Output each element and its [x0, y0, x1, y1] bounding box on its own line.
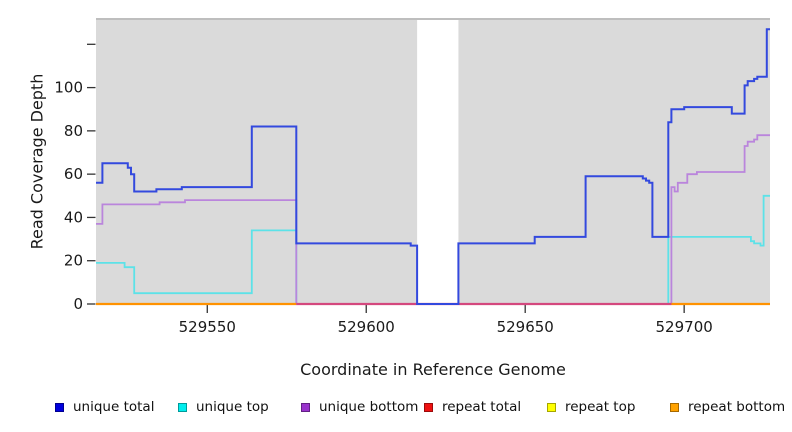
legend-item-unique-top: unique top — [178, 398, 269, 416]
y-tick-label: 100 — [54, 79, 83, 97]
y-tick-label: 60 — [64, 165, 83, 183]
legend-swatch-repeat-top — [547, 402, 556, 412]
series-line-unique-total — [96, 28, 770, 305]
legend-label: unique total — [73, 399, 155, 415]
plot-panel-right — [458, 20, 770, 305]
legend-item-unique-bottom: unique bottom — [301, 398, 418, 416]
legend-item-repeat-bottom: repeat bottom — [670, 398, 785, 416]
y-tick-label: 80 — [64, 122, 83, 140]
x-tick-label: 529650 — [497, 318, 554, 336]
x-tick-label: 529550 — [179, 318, 236, 336]
x-axis-title: Coordinate in Reference Genome — [300, 360, 566, 379]
plot-panel-left — [96, 20, 418, 305]
legend-label: unique top — [196, 399, 269, 415]
legend-label: repeat total — [442, 399, 522, 415]
y-axis-title: Read Coverage Depth — [27, 73, 47, 250]
series-line-unique-top — [96, 194, 770, 305]
y-tick-label: 20 — [64, 252, 83, 270]
legend-swatch-unique-total — [55, 402, 64, 412]
y-tick-label: 40 — [64, 208, 83, 226]
x-tick-label: 529600 — [338, 318, 395, 336]
legend-label: unique bottom — [319, 399, 419, 415]
legend-item-unique-total: unique total — [55, 398, 154, 416]
legend-item-repeat-total: repeat total — [424, 398, 521, 416]
legend-swatch-repeat-total — [424, 402, 433, 412]
legend-swatch-repeat-bottom — [670, 402, 679, 412]
series-line-unique-bottom — [96, 134, 770, 305]
legend-swatch-unique-bottom — [301, 402, 310, 412]
legend-label: repeat bottom — [688, 399, 786, 415]
y-tick-label: 0 — [73, 295, 83, 313]
legend: unique total unique top unique bottom repea… — [0, 398, 792, 418]
legend-item-repeat-top: repeat top — [547, 398, 635, 416]
x-tick-label: 529700 — [656, 318, 713, 336]
legend-swatch-unique-top — [178, 402, 187, 412]
legend-label: repeat top — [565, 399, 636, 415]
